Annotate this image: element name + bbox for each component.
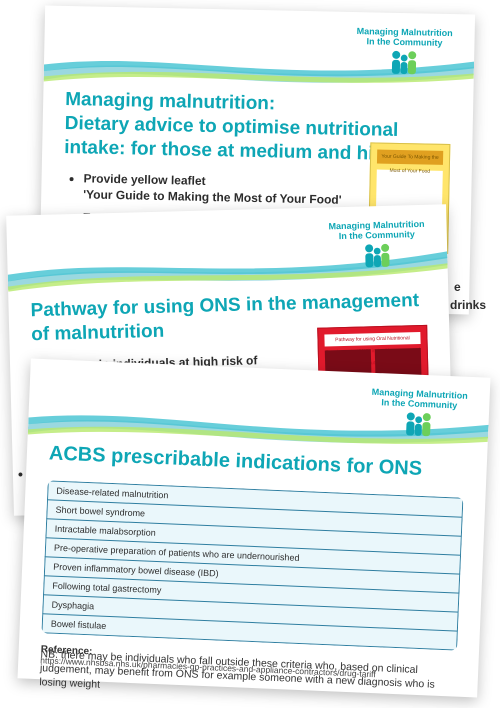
brand-logo: Managing Malnutrition In the Community — [370, 387, 468, 446]
slide-stack: Managing Malnutrition In the Community M… — [0, 0, 500, 707]
slide-header: Managing Malnutrition In the Community — [66, 24, 453, 90]
pathway-thumb-title: Pathway for using Oral Nutritional Suppl… — [324, 332, 420, 347]
slide-acbs-indications: Managing Malnutrition In the Community A… — [18, 359, 491, 698]
brand-logo: Managing Malnutrition In the Community — [328, 219, 425, 277]
people-icon — [398, 409, 439, 441]
indications-table: Disease-related malnutrition Short bowel… — [41, 480, 463, 650]
slide-header: Managing Malnutrition In the Community — [50, 377, 468, 452]
brand-logo: Managing Malnutrition In the Community — [356, 26, 453, 83]
people-icon — [384, 47, 425, 78]
leaflet-title: Your Guide To Making the Most of Your Fo… — [377, 150, 443, 165]
slide-header: Managing Malnutrition In the Community — [29, 223, 426, 291]
peek-bullet: • — [18, 466, 23, 482]
peek-text: e — [454, 280, 461, 294]
list-item: Provide yellow leaflet 'Your Guide to Ma… — [83, 172, 354, 209]
people-icon — [357, 240, 398, 271]
peek-text: drinks — [450, 298, 486, 312]
